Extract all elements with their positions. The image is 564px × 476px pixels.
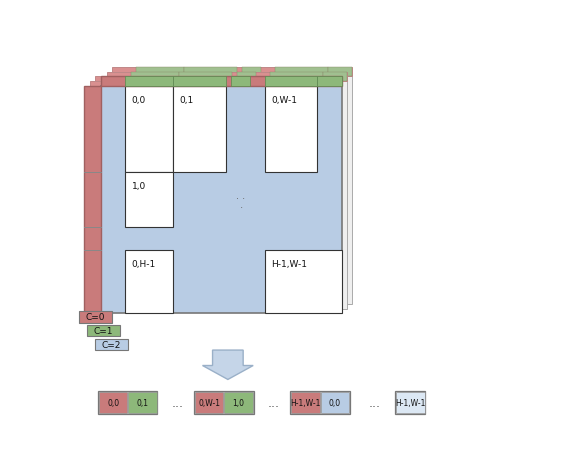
Text: 1,0: 1,0 [232, 398, 245, 407]
FancyBboxPatch shape [90, 82, 107, 309]
FancyBboxPatch shape [237, 72, 256, 82]
FancyBboxPatch shape [125, 77, 173, 87]
FancyBboxPatch shape [79, 311, 112, 323]
FancyBboxPatch shape [101, 77, 342, 87]
FancyBboxPatch shape [131, 72, 179, 82]
FancyBboxPatch shape [112, 68, 352, 77]
Text: ...: ... [171, 396, 184, 409]
Text: 0,W-1: 0,W-1 [199, 398, 221, 407]
Text: 0,1: 0,1 [136, 398, 148, 407]
Text: H-1,W-1: H-1,W-1 [290, 398, 320, 407]
FancyBboxPatch shape [270, 72, 323, 82]
FancyBboxPatch shape [95, 339, 128, 351]
FancyBboxPatch shape [265, 77, 318, 87]
FancyBboxPatch shape [184, 68, 237, 77]
Text: 0,0: 0,0 [329, 398, 341, 407]
Text: C=0: C=0 [86, 312, 105, 321]
Text: 1,0: 1,0 [132, 182, 146, 191]
FancyBboxPatch shape [318, 77, 342, 87]
FancyBboxPatch shape [136, 68, 184, 77]
FancyBboxPatch shape [125, 173, 173, 228]
Text: ...: ... [368, 396, 380, 409]
FancyBboxPatch shape [323, 72, 347, 82]
FancyBboxPatch shape [173, 87, 226, 173]
Text: . .
 .: . . . [236, 191, 245, 209]
FancyBboxPatch shape [107, 72, 347, 82]
FancyBboxPatch shape [107, 82, 347, 309]
FancyBboxPatch shape [291, 393, 320, 413]
FancyBboxPatch shape [320, 393, 349, 413]
Text: C=1: C=1 [94, 327, 113, 336]
Text: 0,1: 0,1 [180, 96, 194, 105]
FancyBboxPatch shape [195, 393, 223, 413]
FancyBboxPatch shape [128, 393, 157, 413]
FancyBboxPatch shape [87, 325, 120, 337]
FancyBboxPatch shape [224, 393, 253, 413]
FancyBboxPatch shape [85, 87, 101, 314]
Text: 0,0: 0,0 [132, 96, 146, 105]
FancyBboxPatch shape [179, 72, 232, 82]
FancyBboxPatch shape [275, 68, 328, 77]
FancyBboxPatch shape [99, 393, 127, 413]
FancyBboxPatch shape [396, 393, 425, 413]
FancyBboxPatch shape [328, 68, 352, 77]
FancyBboxPatch shape [125, 250, 173, 314]
FancyBboxPatch shape [95, 77, 112, 305]
Text: H-1,W-1: H-1,W-1 [395, 398, 425, 407]
FancyBboxPatch shape [265, 87, 318, 173]
Text: H-1,W-1: H-1,W-1 [271, 259, 307, 268]
FancyBboxPatch shape [265, 250, 342, 314]
FancyBboxPatch shape [173, 77, 226, 87]
Text: ...: ... [268, 396, 280, 409]
Text: C=2: C=2 [102, 340, 121, 349]
Text: 0,H-1: 0,H-1 [132, 259, 156, 268]
FancyBboxPatch shape [112, 77, 352, 305]
Polygon shape [202, 350, 253, 380]
Text: 0,0: 0,0 [107, 398, 119, 407]
Text: 0,W-1: 0,W-1 [271, 96, 297, 105]
FancyBboxPatch shape [231, 77, 250, 87]
FancyBboxPatch shape [125, 87, 173, 173]
FancyBboxPatch shape [101, 87, 342, 314]
FancyBboxPatch shape [242, 68, 261, 77]
